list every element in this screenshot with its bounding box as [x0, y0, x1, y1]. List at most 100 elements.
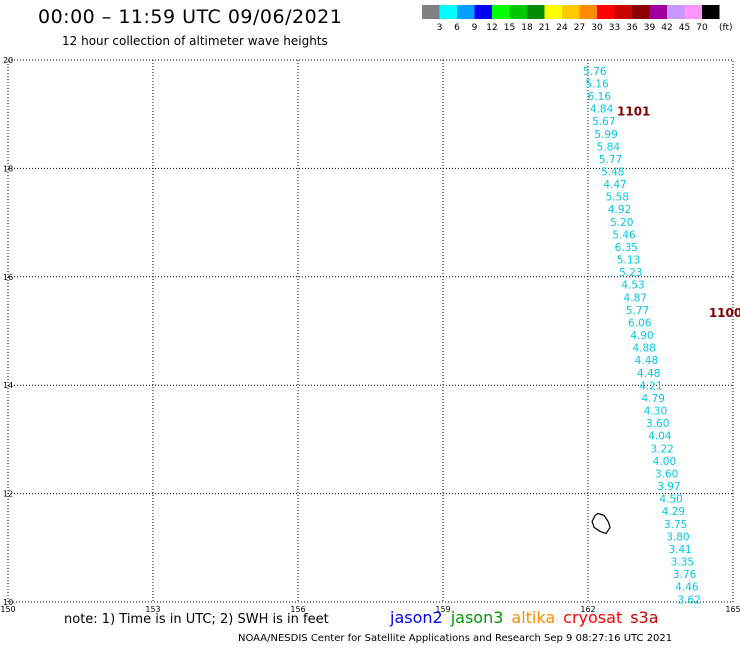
- swh-value: 4.87: [624, 292, 647, 304]
- time-label: 1101: [617, 104, 650, 118]
- map-grid: [7, 59, 734, 603]
- legend-label: 24: [556, 23, 568, 33]
- legend-swatch: [527, 5, 545, 19]
- swh-value: 4.46: [675, 582, 699, 594]
- legend-label: 27: [574, 23, 585, 33]
- legend-label: 39: [644, 23, 656, 33]
- swh-value: 3.60: [655, 468, 678, 480]
- swh-value: 5.13: [617, 255, 640, 267]
- color-legend: 3 6 9 12 15 18 21 24 27 30 33 36 39 42 45 70 (ft): [422, 5, 733, 33]
- swh-value: 4.48: [637, 368, 660, 380]
- swh-value: 3.41: [668, 544, 691, 556]
- swh-value: 6.06: [628, 317, 652, 329]
- swh-value: 4.21: [639, 380, 662, 392]
- swh-value: 4.50: [659, 494, 682, 506]
- footer-note: note: 1) Time is in UTC; 2) SWH is in fe…: [64, 612, 329, 627]
- lat-tick-label: 12: [3, 490, 13, 499]
- mission-s3a: s3a: [630, 608, 659, 627]
- legend-swatch: [474, 5, 492, 19]
- swh-value: 4.47: [603, 179, 626, 191]
- lat-tick-label: 20: [3, 56, 13, 65]
- legend-swatch: [632, 5, 650, 19]
- swh-value: 4.30: [644, 406, 667, 418]
- legend-swatch: [597, 5, 615, 19]
- legend-swatch: [492, 5, 510, 19]
- legend-swatch: [667, 5, 685, 19]
- map-frame: [7, 59, 734, 603]
- swh-value: 5.77: [599, 154, 622, 166]
- swh-value: 3.80: [666, 531, 689, 543]
- lat-tick-label: 10: [3, 598, 13, 607]
- swh-value: 6.35: [615, 242, 638, 254]
- lon-tick-label: 165: [725, 605, 740, 614]
- swh-value: 5.77: [626, 305, 649, 317]
- time-labels: 110111001059105: [617, 104, 740, 320]
- swh-value: 5.20: [610, 217, 633, 229]
- swh-value: 3.62: [677, 594, 700, 606]
- swh-value: 4.04: [648, 431, 672, 443]
- mission-cryosat: cryosat: [563, 608, 623, 627]
- legend-swatch: [702, 5, 720, 19]
- legend-label: 15: [504, 23, 515, 33]
- legend-swatch: [562, 5, 580, 19]
- swh-value: 3.22: [650, 443, 673, 455]
- lon-tick-label: 156: [290, 605, 305, 614]
- swh-value: 4.00: [653, 456, 676, 468]
- swh-track: 5.765.166.164.845.675.995.845.775.484.47…: [583, 66, 701, 606]
- legend-label: 30: [591, 23, 603, 33]
- swh-value: 4.90: [630, 330, 653, 342]
- lon-tick-label: 153: [145, 605, 160, 614]
- legend-label: 18: [521, 23, 533, 33]
- chart-title: 00:00 – 11:59 UTC 09/06/2021: [38, 6, 343, 28]
- legend-swatch: [614, 5, 632, 19]
- legend-label: 12: [486, 23, 497, 33]
- legend-label: 33: [609, 23, 620, 33]
- swh-value: 5.58: [606, 192, 629, 204]
- lat-tick-label: 14: [3, 381, 13, 390]
- mission-jason3: jason3: [450, 608, 504, 627]
- swh-value: 4.88: [633, 343, 656, 355]
- legend-swatch: [457, 5, 475, 19]
- swh-value: 5.48: [601, 166, 624, 178]
- lon-tick-label: 150: [0, 605, 15, 614]
- lon-tick-label: 162: [580, 605, 595, 614]
- mission-jason2: jason2: [390, 608, 443, 627]
- legend-swatch: [684, 5, 702, 19]
- swh-value: 4.48: [635, 355, 658, 367]
- legend-swatch: [649, 5, 667, 19]
- swh-value: 5.23: [619, 267, 642, 279]
- legend-label: 21: [539, 23, 550, 33]
- swh-value: 3.97: [657, 481, 680, 493]
- legend-swatch: [579, 5, 597, 19]
- lon-tick-label: 159: [435, 605, 450, 614]
- legend-label: 3: [437, 23, 443, 33]
- lat-tick-label: 18: [3, 164, 13, 173]
- legend-swatch: [422, 5, 440, 19]
- lat-tick-label: 16: [3, 273, 13, 282]
- swh-value: 5.16: [585, 78, 609, 90]
- swh-value: 4.79: [642, 393, 665, 405]
- swh-value: 4.92: [608, 204, 631, 216]
- swh-value: 3.35: [671, 557, 694, 569]
- swh-value: 4.84: [590, 104, 614, 116]
- legend-label: 45: [679, 23, 690, 33]
- swh-value: 3.76: [673, 569, 697, 581]
- swh-value: 4.53: [621, 280, 644, 292]
- swh-value: 5.99: [594, 129, 617, 141]
- legend-label: 36: [626, 23, 638, 33]
- swh-value: 5.84: [597, 141, 621, 153]
- legend-swatch: [544, 5, 562, 19]
- legend-swatch: [509, 5, 527, 19]
- swh-value: 5.46: [612, 229, 636, 241]
- legend-label: 9: [472, 23, 478, 33]
- legend-unit: (ft): [719, 23, 733, 33]
- footer-credit: NOAA/NESDIS Center for Satellite Applica…: [238, 633, 673, 644]
- mission-legend: jason2 jason3 altika cryosat s3a: [390, 608, 667, 627]
- swh-value: 3.75: [664, 519, 687, 531]
- time-label: 1100: [709, 306, 740, 320]
- swh-value: 5.67: [592, 116, 615, 128]
- legend-swatch: [439, 5, 457, 19]
- mission-altika: altika: [511, 608, 556, 627]
